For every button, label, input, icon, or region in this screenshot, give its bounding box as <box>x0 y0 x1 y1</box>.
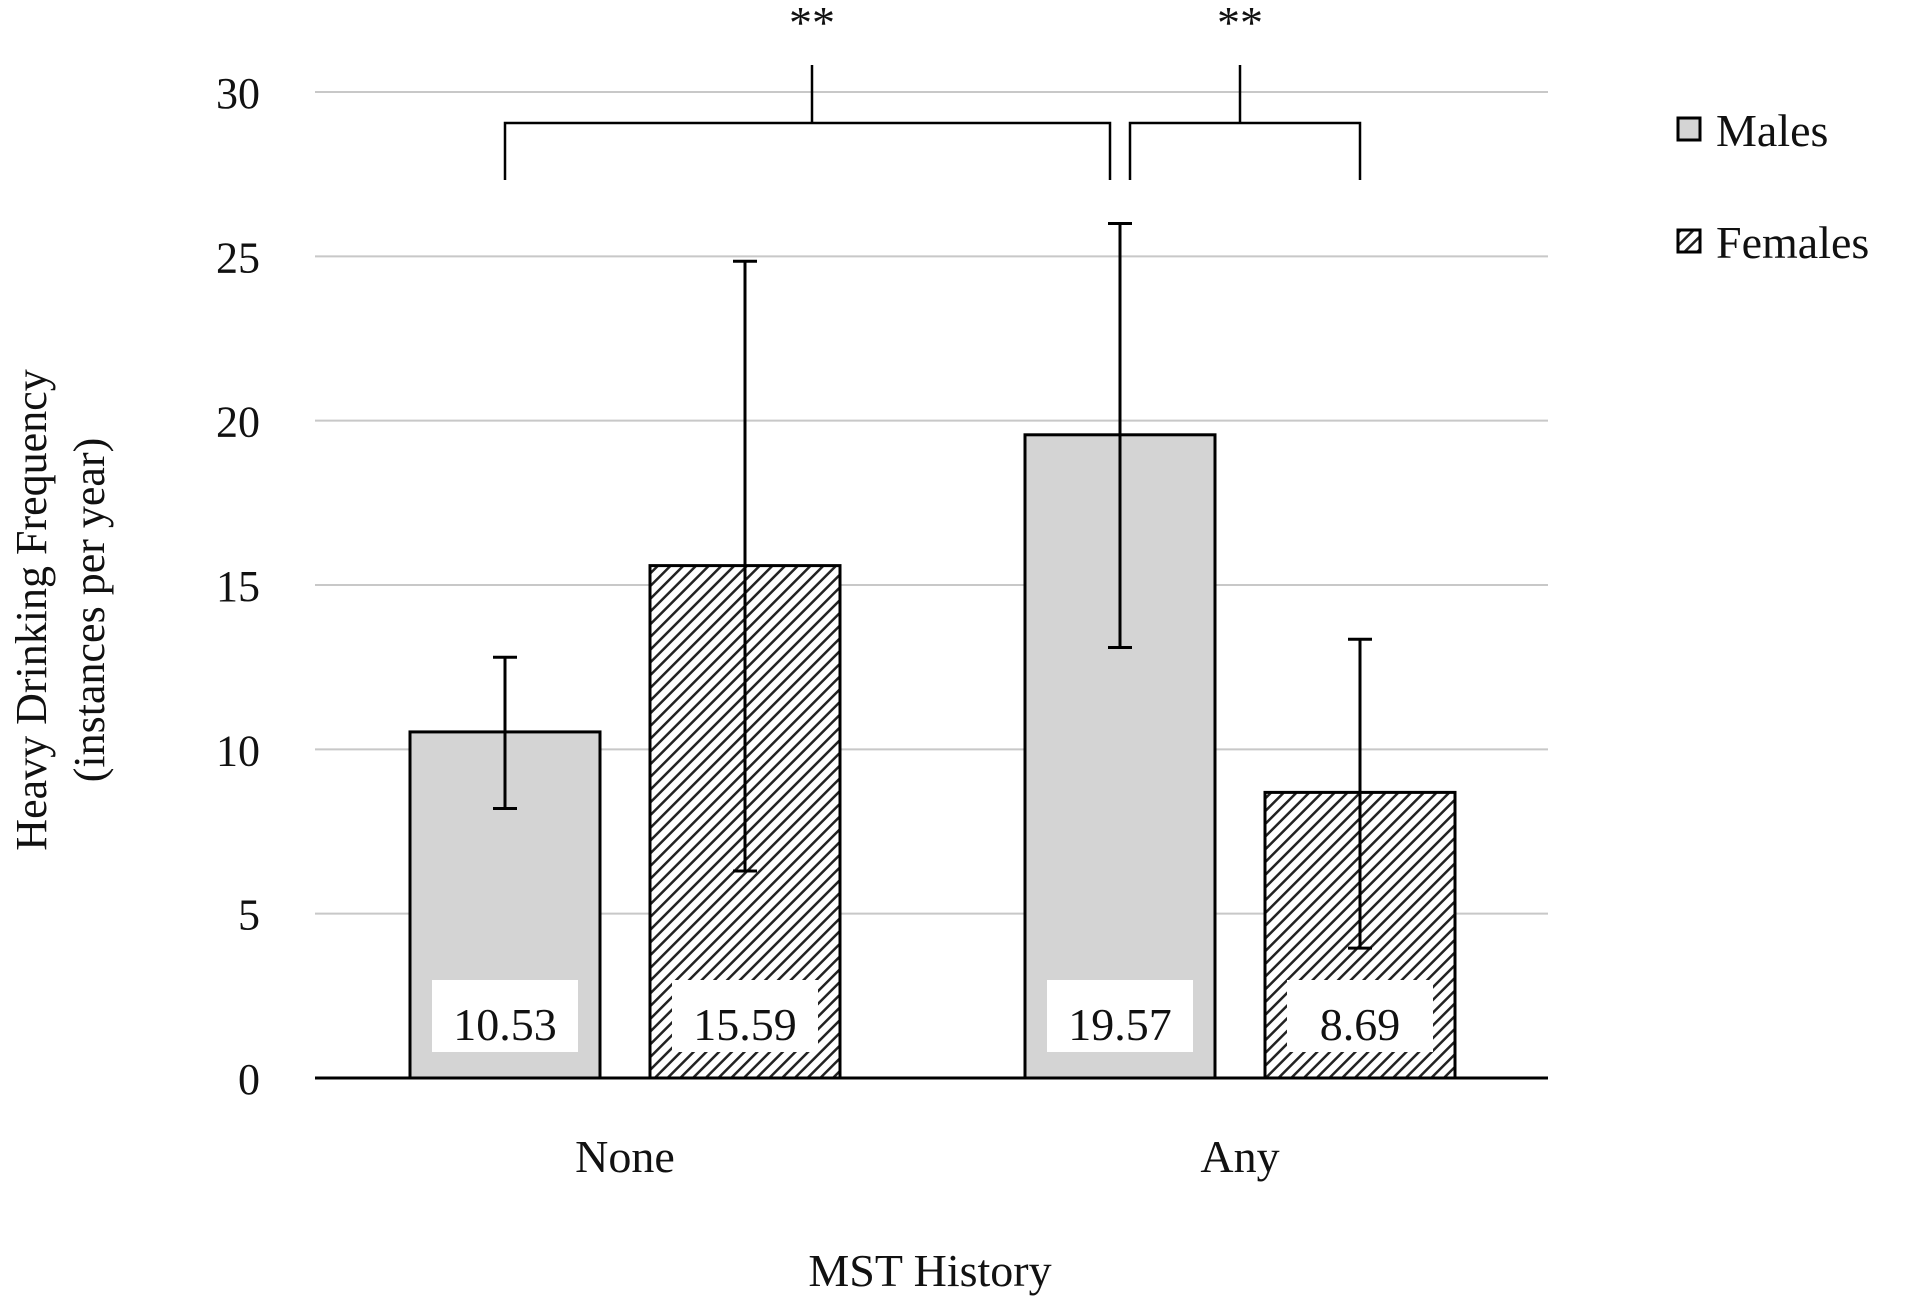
legend: Males Females <box>1676 105 1869 268</box>
y-tick-label: 0 <box>238 1055 260 1104</box>
error-bar <box>1108 221 1132 649</box>
y-tick-label: 10 <box>216 726 260 775</box>
y-tick-label: 25 <box>216 233 260 282</box>
y-axis-title-line2: (instances per year) <box>65 438 114 782</box>
error-bars <box>493 221 1372 950</box>
significance-bracket: ** <box>503 0 1112 180</box>
data-label: 15.59 <box>693 999 797 1050</box>
legend-swatch-males <box>1676 116 1702 142</box>
x-tick-label: None <box>575 1131 675 1182</box>
y-axis-title-line1: Heavy Drinking Frequency <box>7 369 56 850</box>
y-tick-label: 20 <box>216 398 260 447</box>
data-label: 8.69 <box>1320 999 1401 1050</box>
legend-label-females: Females <box>1716 217 1869 268</box>
bars: 10.53 15.59 19.57 8.69 <box>408 433 1457 1080</box>
data-label: 19.57 <box>1068 999 1172 1050</box>
legend-label-males: Males <box>1716 105 1828 156</box>
data-label-box <box>672 980 818 1052</box>
significance-label: ** <box>789 0 835 48</box>
data-label: 10.53 <box>453 999 557 1050</box>
significance-bracket: ** <box>1128 0 1362 180</box>
significance-label: ** <box>1217 0 1263 48</box>
error-bar <box>493 655 517 810</box>
data-label-box <box>1287 980 1433 1052</box>
axes: 0 5 10 15 20 25 30 None Any <box>216 69 1548 1182</box>
x-tick-label: Any <box>1200 1131 1279 1182</box>
significance-brackets: ** ** <box>503 0 1362 180</box>
y-tick-label: 15 <box>216 562 260 611</box>
y-tick-label: 5 <box>238 891 260 940</box>
data-label-box <box>432 980 578 1052</box>
error-bar <box>733 259 757 873</box>
x-axis-title: MST History <box>808 1245 1051 1296</box>
y-tick-label: 30 <box>216 69 260 118</box>
legend-swatch-females <box>1676 228 1702 254</box>
data-label-box <box>1047 980 1193 1052</box>
error-bar <box>1348 637 1372 950</box>
